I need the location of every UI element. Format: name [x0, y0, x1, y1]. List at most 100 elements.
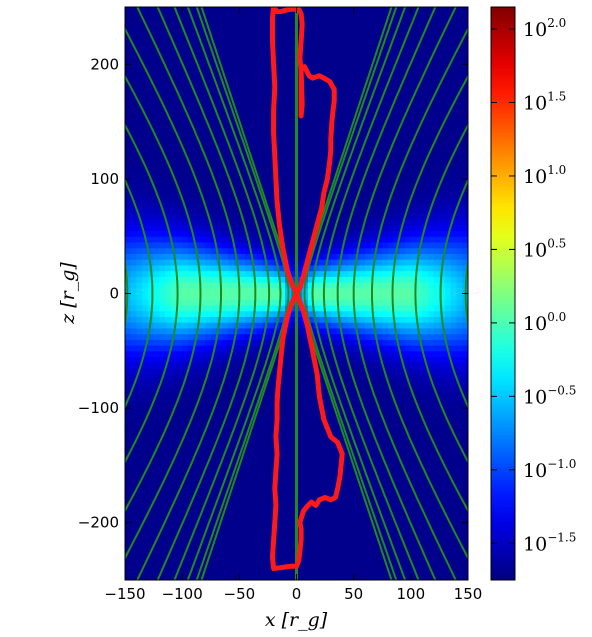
- heatmap-cell: [256, 287, 263, 295]
- heatmap-cell: [285, 144, 292, 151]
- heatmap-cell: [285, 24, 292, 31]
- heatmap-cell: [262, 127, 269, 134]
- heatmap-cell: [382, 356, 389, 363]
- heatmap-cell: [153, 304, 160, 312]
- heatmap-cell: [290, 379, 298, 386]
- heatmap-cell: [302, 224, 309, 232]
- heatmap-cell: [290, 144, 298, 151]
- heatmap-cell: [147, 299, 155, 306]
- heatmap-cell: [159, 539, 166, 547]
- heatmap-cell: [376, 150, 383, 157]
- heatmap-cell: [347, 545, 355, 552]
- heatmap-cell: [159, 322, 166, 329]
- heatmap-cell: [365, 110, 372, 117]
- heatmap-cell: [136, 196, 143, 203]
- heatmap-cell: [296, 121, 303, 128]
- heatmap-cell: [267, 327, 275, 335]
- heatmap-cell: [125, 322, 132, 329]
- heatmap-cell: [325, 58, 332, 65]
- heatmap-cell: [233, 482, 240, 489]
- heatmap-cell: [290, 70, 298, 77]
- heatmap-cell: [170, 35, 178, 42]
- heatmap-cell: [376, 144, 383, 151]
- heatmap-cell: [176, 465, 183, 472]
- heatmap-cell: [130, 494, 138, 501]
- heatmap-cell: [302, 150, 309, 157]
- heatmap-cell: [325, 562, 332, 570]
- heatmap-cell: [182, 92, 189, 100]
- heatmap-cell: [176, 173, 183, 180]
- heatmap-cell: [399, 367, 406, 375]
- heatmap-cell: [405, 511, 412, 518]
- heatmap-cell: [227, 574, 235, 580]
- heatmap-cell: [365, 264, 372, 272]
- heatmap-cell: [165, 453, 172, 461]
- heatmap-cell: [330, 505, 338, 512]
- heatmap-cell: [296, 413, 303, 421]
- heatmap-cell: [176, 7, 183, 14]
- heatmap-cell: [210, 551, 218, 558]
- heatmap-cell: [227, 236, 235, 243]
- heatmap-cell: [262, 224, 269, 232]
- heatmap-cell: [319, 557, 326, 564]
- heatmap-cell: [245, 253, 252, 260]
- heatmap-cell: [153, 522, 160, 530]
- heatmap-cell: [393, 87, 400, 94]
- heatmap-cell: [319, 133, 326, 140]
- heatmap-cell: [250, 18, 258, 25]
- heatmap-cell: [250, 534, 258, 541]
- heatmap-cell: [359, 390, 366, 398]
- heatmap-cell: [290, 419, 298, 426]
- heatmap-cell: [250, 499, 258, 507]
- heatmap-cell: [147, 385, 155, 392]
- heatmap-cell: [205, 155, 212, 163]
- heatmap-cell: [125, 282, 132, 289]
- heatmap-cell: [187, 367, 195, 375]
- heatmap-cell: [273, 264, 280, 272]
- heatmap-cell: [233, 476, 240, 484]
- heatmap-cell: [130, 299, 138, 306]
- heatmap-cell: [382, 127, 389, 134]
- heatmap-cell: [210, 207, 218, 214]
- heatmap-cell: [365, 516, 372, 524]
- heatmap-cell: [319, 465, 326, 472]
- heatmap-cell: [325, 442, 332, 449]
- heatmap-cell: [222, 356, 229, 363]
- heatmap-cell: [222, 64, 229, 71]
- heatmap-cell: [205, 293, 212, 300]
- heatmap-cell: [296, 494, 303, 501]
- heatmap-cell: [256, 511, 263, 518]
- heatmap-cell: [136, 241, 143, 249]
- heatmap-cell: [353, 299, 360, 306]
- heatmap-cell: [142, 310, 149, 318]
- heatmap-cell: [359, 299, 366, 306]
- heatmap-cell: [290, 339, 298, 346]
- heatmap-cell: [376, 282, 383, 289]
- heatmap-cell: [342, 184, 349, 191]
- heatmap-cell: [199, 511, 206, 518]
- heatmap-cell: [267, 442, 275, 449]
- heatmap-cell: [393, 299, 400, 306]
- heatmap-cell: [347, 270, 355, 277]
- heatmap-cell: [359, 184, 366, 191]
- heatmap-cell: [250, 224, 258, 232]
- heatmap-cell: [176, 41, 183, 48]
- heatmap-cell: [216, 516, 223, 524]
- heatmap-cell: [296, 379, 303, 386]
- heatmap-cell: [399, 327, 406, 335]
- heatmap-cell: [302, 133, 309, 140]
- heatmap-cell: [153, 350, 160, 358]
- heatmap-cell: [125, 385, 132, 392]
- heatmap-cell: [307, 47, 315, 54]
- heatmap-cell: [393, 127, 400, 134]
- heatmap-cell: [222, 287, 229, 295]
- heatmap-cell: [319, 18, 326, 25]
- heatmap-cell: [125, 110, 132, 117]
- heatmap-cell: [193, 299, 200, 306]
- heatmap-cell: [227, 385, 235, 392]
- heatmap-cell: [365, 52, 372, 60]
- heatmap-cell: [210, 516, 218, 524]
- heatmap-cell: [216, 528, 223, 535]
- heatmap-cell: [227, 264, 235, 272]
- heatmap-cell: [153, 207, 160, 214]
